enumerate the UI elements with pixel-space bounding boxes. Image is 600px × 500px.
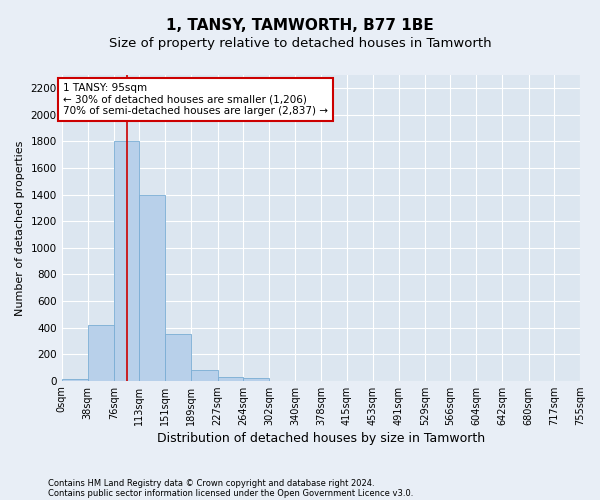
Bar xyxy=(191,370,218,380)
X-axis label: Distribution of detached houses by size in Tamworth: Distribution of detached houses by size … xyxy=(157,432,485,445)
Bar xyxy=(139,194,166,380)
Bar xyxy=(114,142,139,380)
Text: 1, TANSY, TAMWORTH, B77 1BE: 1, TANSY, TAMWORTH, B77 1BE xyxy=(166,18,434,32)
Text: 1 TANSY: 95sqm
← 30% of detached houses are smaller (1,206)
70% of semi-detached: 1 TANSY: 95sqm ← 30% of detached houses … xyxy=(63,83,328,116)
Text: Size of property relative to detached houses in Tamworth: Size of property relative to detached ho… xyxy=(109,38,491,51)
Text: Contains HM Land Registry data © Crown copyright and database right 2024.: Contains HM Land Registry data © Crown c… xyxy=(48,478,374,488)
Y-axis label: Number of detached properties: Number of detached properties xyxy=(15,140,25,316)
Bar xyxy=(243,378,269,380)
Bar xyxy=(62,378,88,380)
Text: Contains public sector information licensed under the Open Government Licence v3: Contains public sector information licen… xyxy=(48,488,413,498)
Bar xyxy=(166,334,191,380)
Bar xyxy=(218,376,243,380)
Bar xyxy=(88,325,114,380)
